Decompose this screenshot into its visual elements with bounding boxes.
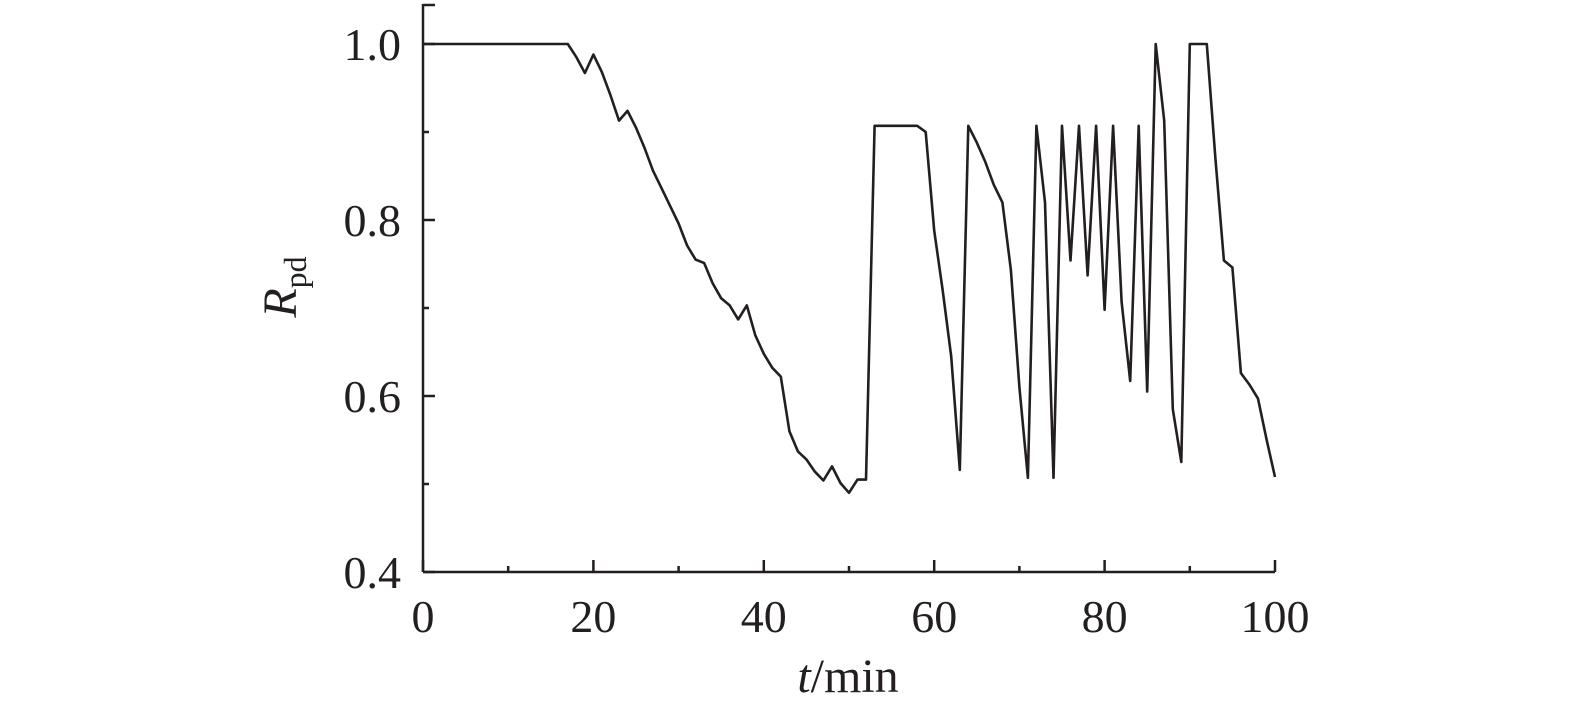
y-tick-label: 0.8 — [344, 195, 402, 246]
x-axis-label-unit: /min — [811, 650, 899, 703]
x-tick-label: 20 — [570, 591, 616, 642]
y-axis-label-italic: R — [254, 288, 307, 318]
y-axis-label: Rpd — [254, 256, 313, 318]
x-axis-label-italic: t — [797, 650, 812, 703]
y-tick-label: 0.4 — [344, 547, 402, 598]
ticks: 0.4 0.6 0.8 1.0 0 20 40 60 80 100 — [344, 19, 1310, 642]
x-tick-label: 100 — [1241, 591, 1310, 642]
x-tick-label: 80 — [1082, 591, 1128, 642]
series-layer — [423, 42, 1277, 495]
series-line — [423, 42, 1277, 495]
x-tick-label: 40 — [741, 591, 787, 642]
x-axis-label: t/min — [797, 650, 898, 703]
x-tick-label: 0 — [412, 591, 435, 642]
axes — [421, 3, 1275, 574]
y-axis-label-subscript: pd — [277, 256, 313, 288]
y-tick-label: 1.0 — [344, 19, 402, 70]
y-tick-label: 0.6 — [344, 371, 402, 422]
x-tick-label: 60 — [911, 591, 957, 642]
